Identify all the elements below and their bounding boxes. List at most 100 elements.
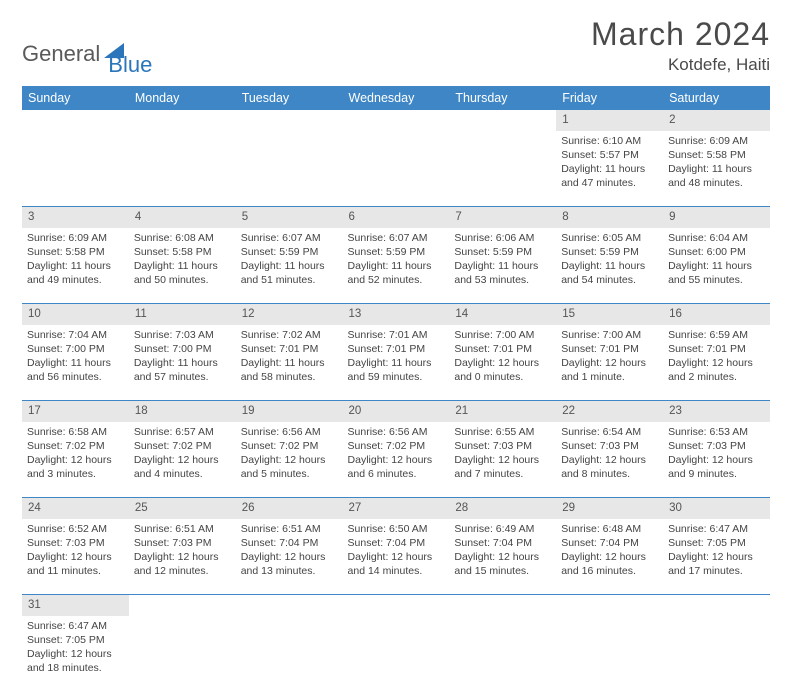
day-content-cell: Sunrise: 7:02 AMSunset: 7:01 PMDaylight:… [236,325,343,401]
sunset-line: Sunset: 5:58 PM [134,245,231,259]
day-number-cell: 18 [129,401,236,422]
day-content-row: Sunrise: 6:58 AMSunset: 7:02 PMDaylight:… [22,422,770,498]
daylight-line: Daylight: 12 hours and 6 minutes. [348,453,445,481]
day-number-cell [556,595,663,616]
day-header: Thursday [449,86,556,110]
day-content-cell: Sunrise: 6:52 AMSunset: 7:03 PMDaylight:… [22,519,129,595]
day-header-row: Sunday Monday Tuesday Wednesday Thursday… [22,86,770,110]
day-content-cell: Sunrise: 6:48 AMSunset: 7:04 PMDaylight:… [556,519,663,595]
day-content-cell: Sunrise: 6:07 AMSunset: 5:59 PMDaylight:… [236,228,343,304]
sunset-line: Sunset: 7:04 PM [348,536,445,550]
day-number-cell: 1 [556,110,663,131]
day-number-cell: 2 [663,110,770,131]
daylight-line: Daylight: 11 hours and 47 minutes. [561,162,658,190]
day-content-cell: Sunrise: 6:49 AMSunset: 7:04 PMDaylight:… [449,519,556,595]
day-content-cell: Sunrise: 6:56 AMSunset: 7:02 PMDaylight:… [343,422,450,498]
day-content-cell: Sunrise: 6:51 AMSunset: 7:03 PMDaylight:… [129,519,236,595]
day-number-cell: 19 [236,401,343,422]
daylight-line: Daylight: 11 hours and 53 minutes. [454,259,551,287]
sunset-line: Sunset: 7:03 PM [561,439,658,453]
sunrise-line: Sunrise: 7:00 AM [561,328,658,342]
calendar-body: 12Sunrise: 6:10 AMSunset: 5:57 PMDayligh… [22,110,770,692]
day-number-row: 31 [22,595,770,616]
sunrise-line: Sunrise: 6:58 AM [27,425,124,439]
sunrise-line: Sunrise: 6:05 AM [561,231,658,245]
daylight-line: Daylight: 12 hours and 3 minutes. [27,453,124,481]
day-number-cell: 22 [556,401,663,422]
daylight-line: Daylight: 11 hours and 51 minutes. [241,259,338,287]
sunset-line: Sunset: 7:05 PM [668,536,765,550]
day-number-cell: 8 [556,207,663,228]
sunset-line: Sunset: 7:03 PM [454,439,551,453]
sunrise-line: Sunrise: 6:56 AM [241,425,338,439]
day-number-cell: 28 [449,498,556,519]
sunrise-line: Sunrise: 6:51 AM [241,522,338,536]
sunrise-line: Sunrise: 6:51 AM [134,522,231,536]
daylight-line: Daylight: 12 hours and 11 minutes. [27,550,124,578]
day-number-cell: 11 [129,304,236,325]
day-content-cell: Sunrise: 6:59 AMSunset: 7:01 PMDaylight:… [663,325,770,401]
sunrise-line: Sunrise: 6:07 AM [241,231,338,245]
day-number-cell: 14 [449,304,556,325]
logo-text-general: General [22,41,100,67]
day-number-cell: 5 [236,207,343,228]
day-content-cell [343,616,450,692]
sunrise-line: Sunrise: 7:00 AM [454,328,551,342]
title-block: March 2024 Kotdefe, Haiti [591,16,770,75]
day-number-cell: 6 [343,207,450,228]
day-content-cell: Sunrise: 6:58 AMSunset: 7:02 PMDaylight:… [22,422,129,498]
day-number-cell: 20 [343,401,450,422]
day-content-cell [343,131,450,207]
day-number-cell: 13 [343,304,450,325]
sunset-line: Sunset: 7:03 PM [27,536,124,550]
day-number-cell: 7 [449,207,556,228]
day-content-row: Sunrise: 6:47 AMSunset: 7:05 PMDaylight:… [22,616,770,692]
daylight-line: Daylight: 11 hours and 52 minutes. [348,259,445,287]
day-number-cell: 15 [556,304,663,325]
day-number-cell: 4 [129,207,236,228]
sunrise-line: Sunrise: 6:49 AM [454,522,551,536]
daylight-line: Daylight: 12 hours and 4 minutes. [134,453,231,481]
sunrise-line: Sunrise: 6:52 AM [27,522,124,536]
day-number-cell: 27 [343,498,450,519]
sunset-line: Sunset: 7:00 PM [134,342,231,356]
day-number-cell: 9 [663,207,770,228]
day-content-row: Sunrise: 7:04 AMSunset: 7:00 PMDaylight:… [22,325,770,401]
day-content-cell: Sunrise: 6:51 AMSunset: 7:04 PMDaylight:… [236,519,343,595]
sunset-line: Sunset: 7:01 PM [348,342,445,356]
day-content-row: Sunrise: 6:09 AMSunset: 5:58 PMDaylight:… [22,228,770,304]
day-content-row: Sunrise: 6:52 AMSunset: 7:03 PMDaylight:… [22,519,770,595]
logo-text-blue: Blue [108,52,152,78]
sunset-line: Sunset: 7:05 PM [27,633,124,647]
sunrise-line: Sunrise: 6:47 AM [668,522,765,536]
sunrise-line: Sunrise: 6:48 AM [561,522,658,536]
day-content-cell: Sunrise: 6:57 AMSunset: 7:02 PMDaylight:… [129,422,236,498]
day-content-cell [22,131,129,207]
day-number-cell [236,110,343,131]
sunset-line: Sunset: 5:59 PM [454,245,551,259]
sunset-line: Sunset: 5:58 PM [27,245,124,259]
daylight-line: Daylight: 12 hours and 14 minutes. [348,550,445,578]
sunrise-line: Sunrise: 6:09 AM [668,134,765,148]
daylight-line: Daylight: 11 hours and 57 minutes. [134,356,231,384]
sunrise-line: Sunrise: 6:04 AM [668,231,765,245]
day-number-cell: 21 [449,401,556,422]
sunrise-line: Sunrise: 6:59 AM [668,328,765,342]
sunset-line: Sunset: 7:04 PM [561,536,658,550]
day-content-cell: Sunrise: 7:00 AMSunset: 7:01 PMDaylight:… [449,325,556,401]
sunrise-line: Sunrise: 6:57 AM [134,425,231,439]
day-content-cell: Sunrise: 6:47 AMSunset: 7:05 PMDaylight:… [22,616,129,692]
day-content-cell: Sunrise: 7:01 AMSunset: 7:01 PMDaylight:… [343,325,450,401]
sunrise-line: Sunrise: 7:02 AM [241,328,338,342]
sunrise-line: Sunrise: 6:53 AM [668,425,765,439]
day-header: Friday [556,86,663,110]
day-number-row: 24252627282930 [22,498,770,519]
day-number-row: 12 [22,110,770,131]
sunrise-line: Sunrise: 6:47 AM [27,619,124,633]
sunset-line: Sunset: 5:59 PM [561,245,658,259]
daylight-line: Daylight: 12 hours and 0 minutes. [454,356,551,384]
day-number-cell [236,595,343,616]
sunrise-line: Sunrise: 6:07 AM [348,231,445,245]
sunrise-line: Sunrise: 7:04 AM [27,328,124,342]
day-number-cell: 12 [236,304,343,325]
